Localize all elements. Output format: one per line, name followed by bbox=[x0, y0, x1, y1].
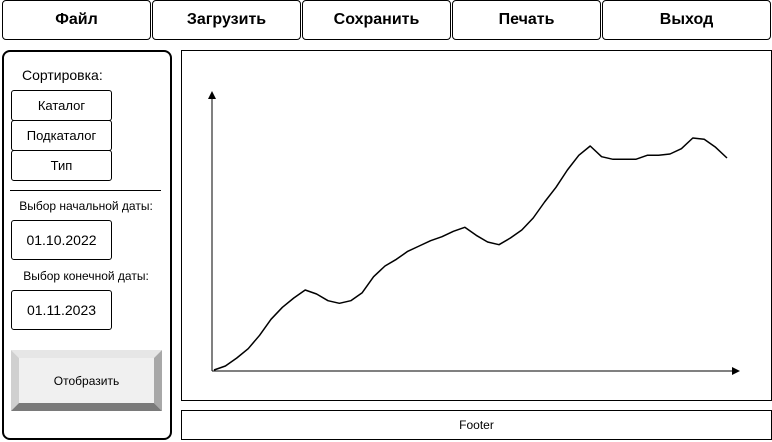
show-button-label: Отобразить bbox=[53, 373, 120, 388]
footer: Footer bbox=[181, 410, 772, 440]
sort-catalog-button[interactable]: Каталог bbox=[11, 90, 112, 121]
sort-title: Сортировка: bbox=[22, 67, 103, 83]
sort-subcatalog-button[interactable]: Подкаталог bbox=[11, 120, 112, 151]
file-menu-button[interactable]: Файл bbox=[2, 0, 151, 40]
chart-area bbox=[181, 50, 772, 401]
start-date-field[interactable]: 01.10.2022 bbox=[11, 220, 112, 260]
end-date-field[interactable]: 01.11.2023 bbox=[11, 290, 112, 330]
line-chart bbox=[208, 91, 740, 375]
exit-button[interactable]: Выход bbox=[602, 0, 771, 40]
load-button[interactable]: Загрузить bbox=[152, 0, 301, 40]
save-button[interactable]: Сохранить bbox=[302, 0, 451, 40]
x-axis-arrow bbox=[732, 367, 740, 375]
show-button[interactable]: Отобразить bbox=[11, 350, 162, 411]
show-button-bevel bbox=[11, 350, 162, 411]
series-line bbox=[213, 137, 728, 371]
print-button[interactable]: Печать bbox=[452, 0, 601, 40]
y-axis-arrow bbox=[208, 91, 216, 99]
sidebar-divider bbox=[10, 190, 161, 191]
start-date-label: Выбор начальной даты: bbox=[19, 199, 153, 213]
end-date-label: Выбор конечной даты: bbox=[23, 269, 149, 283]
sort-type-button[interactable]: Тип bbox=[11, 150, 112, 181]
